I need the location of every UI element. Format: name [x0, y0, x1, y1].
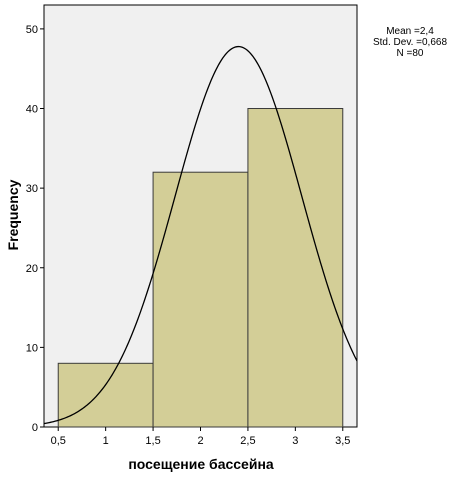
stats-mean: Mean =2,4: [386, 26, 434, 37]
stats-n: N =80: [397, 48, 424, 59]
stats-box: Mean =2,4 Std. Dev. =0,668 N =80: [373, 26, 447, 59]
y-tick-label: 20: [26, 263, 38, 275]
y-axis: 0 10 20 30 40 50: [26, 24, 44, 434]
x-axis-title: посещение бассейна: [128, 456, 274, 472]
y-tick-label: 10: [26, 342, 38, 354]
y-tick-label: 50: [26, 24, 38, 36]
stats-std-dev: Std. Dev. =0,668: [373, 37, 447, 48]
histogram-bar-2: [152, 171, 249, 428]
x-tick-label: 1: [103, 435, 109, 447]
x-tick-label: 2: [197, 435, 203, 447]
y-axis-title: Frequency: [5, 179, 21, 250]
x-axis: 0,5 1 1,5 2 2,5 3 3,5: [51, 427, 350, 447]
y-tick-label: 0: [32, 422, 38, 434]
bars-layer: [57, 108, 344, 428]
histogram-bar-3: [247, 108, 344, 428]
x-tick-label: 0,5: [51, 435, 66, 447]
normal-curve: [43, 45, 358, 425]
y-tick-label: 30: [26, 183, 38, 195]
histogram-bar-1: [57, 362, 154, 428]
x-tick-label: 3: [292, 435, 298, 447]
y-tick-label: 40: [26, 104, 38, 116]
x-tick-label: 2,5: [240, 435, 255, 447]
x-tick-label: 1,5: [145, 435, 160, 447]
x-tick-label: 3,5: [335, 435, 350, 447]
